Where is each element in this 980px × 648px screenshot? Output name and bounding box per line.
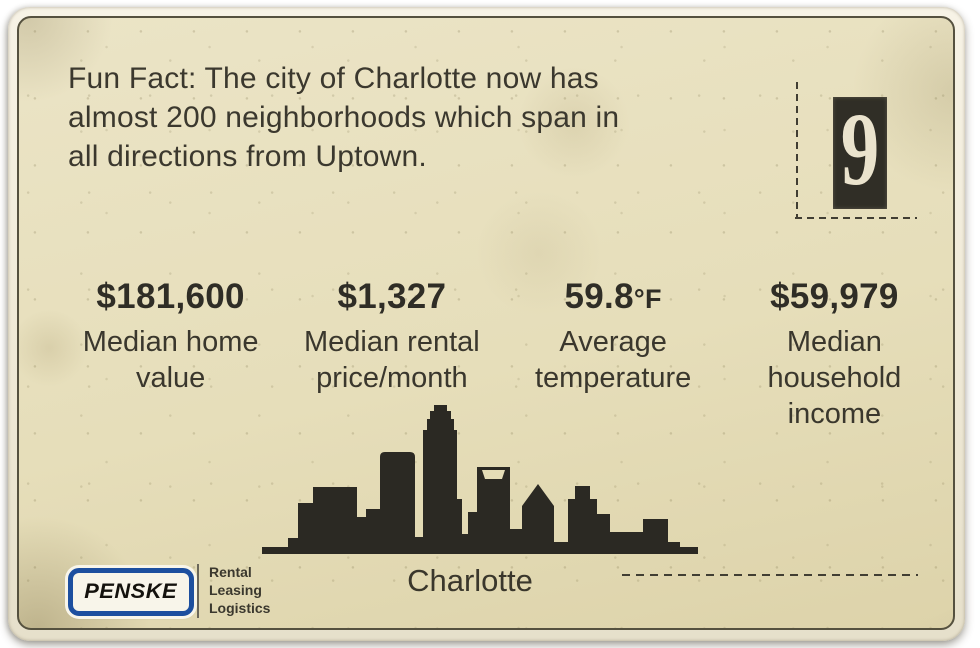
penske-logo: PENSKE [68,568,194,616]
stamp-corner-dashed-line-vertical [796,82,798,218]
fun-fact-line: almost 200 neighborhoods which span in [68,101,620,134]
degree-fahrenheit-suffix: °F [633,284,662,314]
stamp-corner-dashed-line-horizontal [795,217,917,219]
postcard-paper: Fun Fact: The city of Charlotte now has … [17,16,955,630]
stat-label: Average temperature [534,326,692,394]
stat-label: Median home value [82,326,259,394]
stamp-number-box: 9 [833,97,887,209]
fun-fact-text: Fun Fact: The city of Charlotte now has … [68,59,688,176]
service-item: Rental [209,564,252,580]
stamp-digit: 9 [840,92,880,207]
stat-label: Median rental price/month [304,326,480,394]
penske-wordmark: PENSKE [84,580,178,603]
postcard: Fun Fact: The city of Charlotte now has … [8,7,965,641]
fun-fact-line: all directions from Uptown. [68,140,427,173]
stat-value: $1,327 [337,277,447,316]
stat-median-home-value: $181,600 Median home value [60,277,281,432]
charlotte-skyline-silhouette [262,405,698,554]
stat-average-temperature: 59.8°F Average temperature [503,277,724,432]
footer-dashed-line [622,574,918,576]
footer-divider-line [197,564,199,618]
stat-value: $181,600 [96,277,245,316]
penske-services-list: Rental Leasing Logistics [209,563,270,617]
city-label: Charlotte [407,563,533,598]
stats-row: $181,600 Median home value $1,327 Median… [60,277,945,432]
open-top-tower-notch [482,470,505,479]
stat-value: 59.8°F [564,277,662,316]
stat-median-household-income: $59,979 Median household income [724,277,945,432]
service-item: Leasing [209,582,262,598]
fun-fact-line: Fun Fact: The city of Charlotte now has [68,62,599,95]
service-item: Logistics [209,600,271,616]
stat-median-rental-price: $1,327 Median rental price/month [281,277,502,432]
stat-label: Median household income [767,326,902,430]
stat-value: $59,979 [770,277,899,316]
